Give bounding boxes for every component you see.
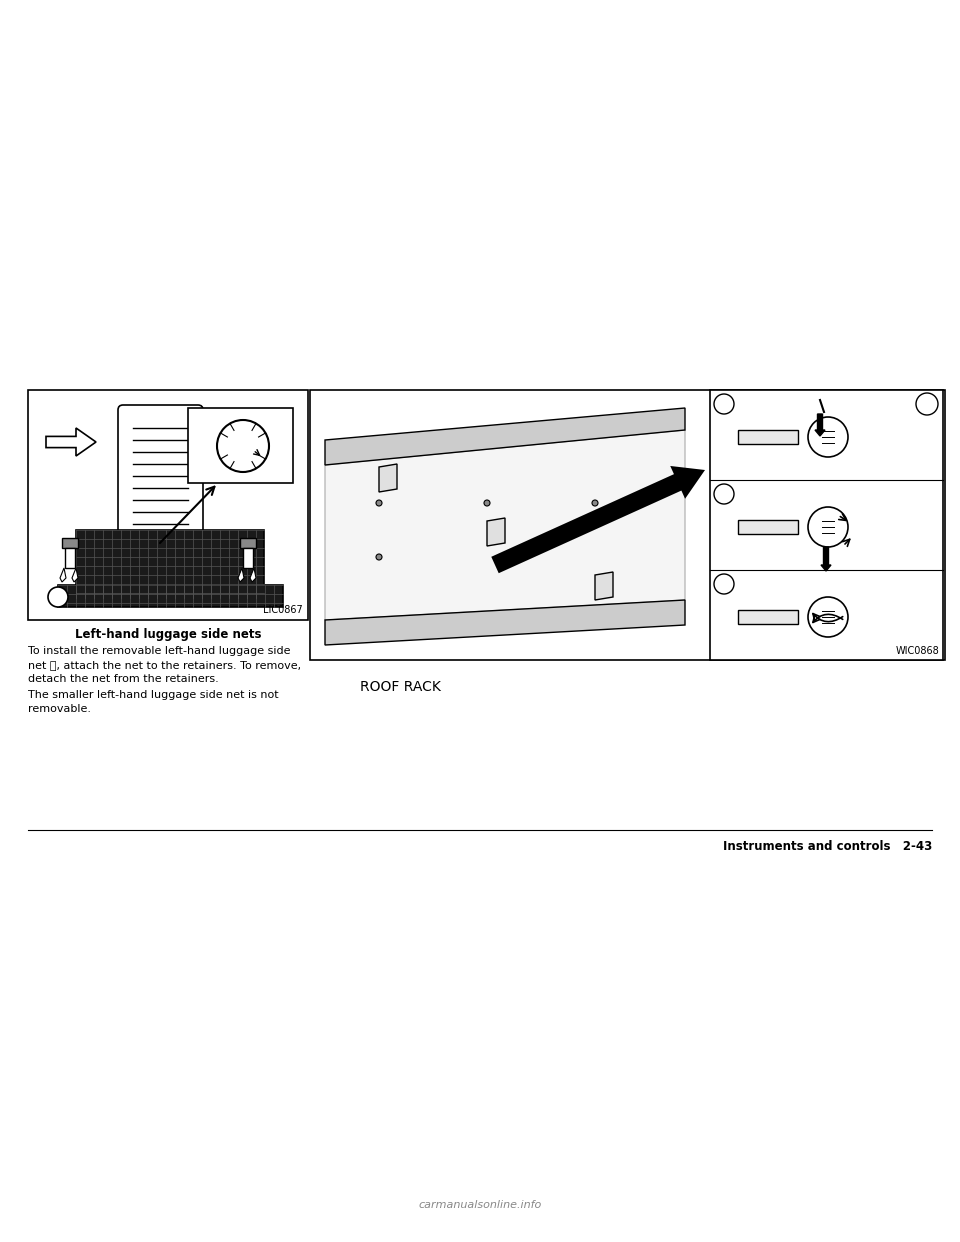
Circle shape [714, 484, 734, 504]
Bar [28, 390, 308, 620]
Circle shape [376, 501, 382, 505]
Text: ROOF RACK: ROOF RACK [360, 681, 441, 694]
Text: To install the removable left-hand luggage side
net Ⓐ, attach the net to the ret: To install the removable left-hand lugga… [28, 646, 301, 684]
Bar [76, 530, 264, 597]
Polygon shape [379, 465, 397, 492]
Circle shape [808, 417, 848, 457]
Bar [240, 538, 256, 548]
FancyBboxPatch shape [118, 405, 203, 545]
Bar [62, 538, 78, 548]
Bar [65, 548, 75, 568]
Bar [738, 430, 798, 443]
Polygon shape [492, 466, 705, 574]
FancyArrow shape [821, 546, 831, 571]
Bar [243, 548, 253, 568]
Polygon shape [60, 568, 66, 582]
Bar [710, 390, 943, 660]
Bar [738, 520, 798, 534]
Polygon shape [250, 568, 256, 582]
Text: The smaller left-hand luggage side net is not
removable.: The smaller left-hand luggage side net i… [28, 691, 278, 714]
Bar [188, 409, 293, 483]
Circle shape [808, 507, 848, 546]
Bar [310, 390, 945, 660]
Bar [738, 610, 798, 623]
Circle shape [714, 574, 734, 594]
Circle shape [376, 554, 382, 560]
Text: Left-hand luggage side nets: Left-hand luggage side nets [75, 628, 261, 641]
Polygon shape [325, 409, 685, 645]
Text: A: A [55, 592, 61, 602]
Polygon shape [325, 430, 685, 620]
Circle shape [592, 501, 598, 505]
Polygon shape [238, 568, 244, 582]
Polygon shape [325, 600, 685, 645]
Polygon shape [595, 573, 613, 600]
Text: WIC0868: WIC0868 [896, 646, 939, 656]
Text: C: C [720, 579, 728, 589]
Circle shape [217, 420, 269, 472]
Polygon shape [487, 518, 505, 546]
Circle shape [484, 501, 490, 505]
Circle shape [48, 587, 68, 607]
Polygon shape [72, 568, 78, 582]
FancyArrow shape [815, 414, 825, 436]
Text: A: A [720, 399, 728, 409]
Polygon shape [46, 428, 96, 456]
Polygon shape [325, 409, 685, 465]
Bar [58, 585, 283, 607]
Text: B: B [720, 489, 728, 499]
Text: Instruments and controls   2-43: Instruments and controls 2-43 [723, 840, 932, 853]
Text: 1: 1 [924, 399, 930, 409]
Circle shape [714, 394, 734, 414]
Circle shape [916, 392, 938, 415]
Text: LIC0867: LIC0867 [263, 605, 303, 615]
Circle shape [808, 597, 848, 637]
Text: carmanualsonline.info: carmanualsonline.info [419, 1200, 541, 1210]
